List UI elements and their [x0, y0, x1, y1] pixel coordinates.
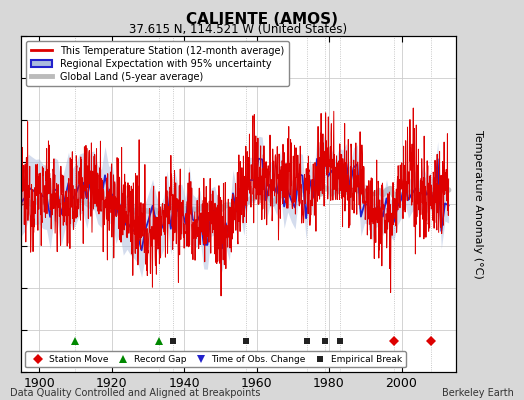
Y-axis label: Temperature Anomaly (°C): Temperature Anomaly (°C)	[473, 130, 483, 278]
Title: 37.615 N, 114.521 W (United States): 37.615 N, 114.521 W (United States)	[129, 23, 347, 36]
Text: Berkeley Earth: Berkeley Earth	[442, 388, 514, 398]
Legend: Station Move, Record Gap, Time of Obs. Change, Empirical Break: Station Move, Record Gap, Time of Obs. C…	[26, 351, 406, 368]
Text: CALIENTE (AMOS): CALIENTE (AMOS)	[186, 12, 338, 27]
Text: Data Quality Controlled and Aligned at Breakpoints: Data Quality Controlled and Aligned at B…	[10, 388, 261, 398]
